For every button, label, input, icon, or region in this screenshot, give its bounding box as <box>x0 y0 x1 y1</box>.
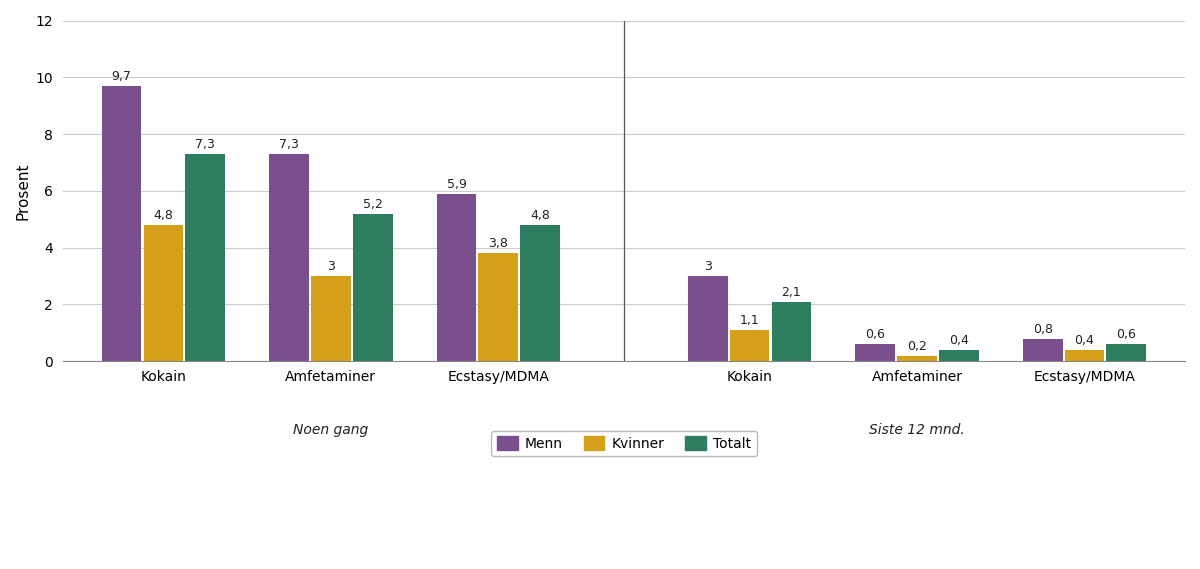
Text: 0,2: 0,2 <box>907 340 926 353</box>
Text: Siste 12 mnd.: Siste 12 mnd. <box>869 423 965 436</box>
Bar <box>144 225 184 361</box>
Text: Noen gang: Noen gang <box>293 423 368 436</box>
Bar <box>940 350 979 361</box>
Bar <box>898 356 937 361</box>
Text: 7,3: 7,3 <box>196 138 215 151</box>
Bar <box>102 86 142 361</box>
Bar <box>521 225 560 361</box>
Text: 3: 3 <box>703 260 712 273</box>
Bar <box>311 276 350 361</box>
Text: 0,6: 0,6 <box>865 328 886 341</box>
Bar <box>1064 350 1104 361</box>
Bar <box>688 276 727 361</box>
Legend: Menn, Kvinner, Totalt: Menn, Kvinner, Totalt <box>491 431 756 456</box>
Text: 3,8: 3,8 <box>488 237 509 250</box>
Text: 0,4: 0,4 <box>949 334 968 347</box>
Bar <box>185 154 226 361</box>
Text: 5,9: 5,9 <box>446 178 467 191</box>
Bar <box>856 344 895 361</box>
Bar <box>437 193 476 361</box>
Bar <box>1022 339 1062 361</box>
Text: 7,3: 7,3 <box>280 138 299 151</box>
Text: 0,6: 0,6 <box>1116 328 1136 341</box>
Text: 5,2: 5,2 <box>362 198 383 211</box>
Text: 0,4: 0,4 <box>1074 334 1094 347</box>
Bar <box>479 253 518 361</box>
Text: 1,1: 1,1 <box>739 314 760 327</box>
Bar <box>772 302 811 361</box>
Y-axis label: Prosent: Prosent <box>16 162 30 220</box>
Text: 4,8: 4,8 <box>154 209 173 222</box>
Text: 3: 3 <box>326 260 335 273</box>
Bar <box>353 213 392 361</box>
Text: 2,1: 2,1 <box>781 286 802 299</box>
Bar <box>1106 344 1146 361</box>
Text: 9,7: 9,7 <box>112 70 132 83</box>
Bar <box>730 330 769 361</box>
Text: 4,8: 4,8 <box>530 209 550 222</box>
Bar <box>269 154 308 361</box>
Text: 0,8: 0,8 <box>1033 323 1052 336</box>
